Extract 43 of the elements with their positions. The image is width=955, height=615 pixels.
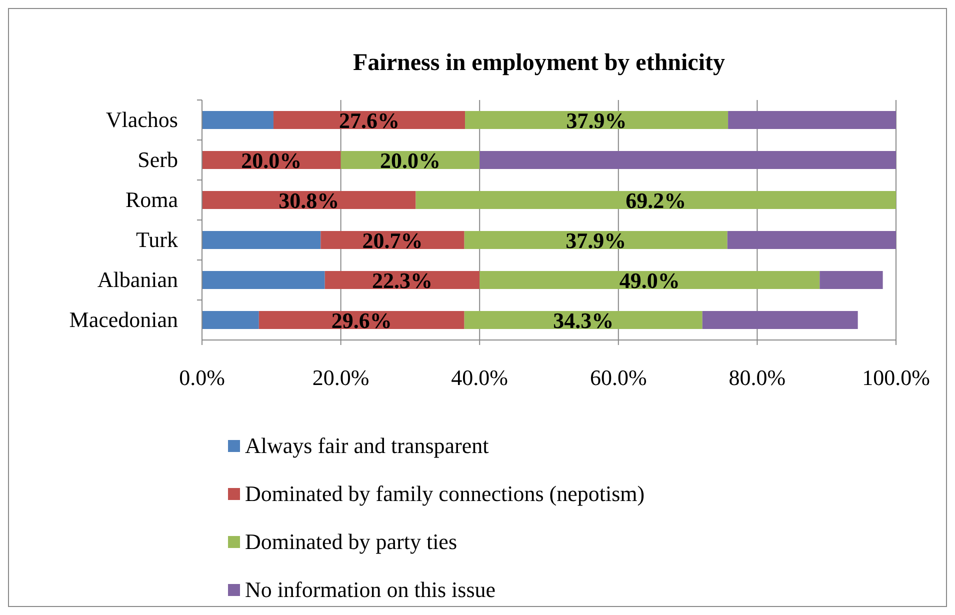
bar — [202, 231, 321, 249]
x-tick-label: 100.0% — [862, 365, 930, 390]
data-label: 20.0% — [241, 148, 302, 173]
bar — [820, 271, 883, 289]
data-label: 20.0% — [380, 148, 440, 173]
y-tick-label: Turk — [136, 227, 178, 252]
bar — [728, 111, 896, 129]
x-tick-label: 40.0% — [451, 365, 508, 390]
data-label: 30.8% — [278, 188, 340, 213]
bar — [202, 111, 274, 129]
legend-label: Always fair and transparent — [245, 433, 489, 458]
data-label: 49.0% — [619, 268, 680, 293]
chart-title: Fairness in employment by ethnicity — [353, 50, 725, 76]
bar — [416, 191, 896, 209]
data-label: 27.6% — [339, 108, 400, 133]
data-label: 37.9% — [566, 228, 626, 253]
bar — [464, 311, 702, 329]
bar — [480, 151, 896, 169]
y-tick-label: Serb — [138, 147, 178, 172]
legend-label: Dominated by party ties — [245, 529, 458, 554]
legend-label: No information on this issue — [245, 577, 496, 602]
y-tick-label: Albanian — [97, 267, 178, 292]
data-label: 37.9% — [566, 108, 627, 133]
bar — [480, 271, 820, 289]
bar — [465, 111, 728, 129]
x-tick-label: 80.0% — [728, 365, 786, 390]
data-label: 69.2% — [626, 188, 686, 213]
bar — [727, 231, 896, 249]
x-tick-label: 0.0% — [179, 365, 225, 390]
bar — [464, 231, 728, 249]
y-tick-label: Macedonian — [69, 307, 178, 332]
x-tick-label: 20.0% — [312, 365, 370, 390]
x-tick-label: 60.0% — [590, 365, 647, 390]
y-tick-label: Roma — [125, 187, 178, 212]
bar — [202, 271, 325, 289]
data-label: 34.3% — [553, 308, 614, 333]
legend-label: Dominated by family connections (nepotism) — [245, 481, 645, 506]
bar — [202, 311, 259, 329]
y-tick-label: Vlachos — [106, 107, 178, 132]
data-label: 22.3% — [372, 268, 432, 293]
data-label: 29.6% — [331, 308, 392, 333]
bar — [702, 311, 858, 329]
data-label: 20.7% — [362, 228, 423, 253]
